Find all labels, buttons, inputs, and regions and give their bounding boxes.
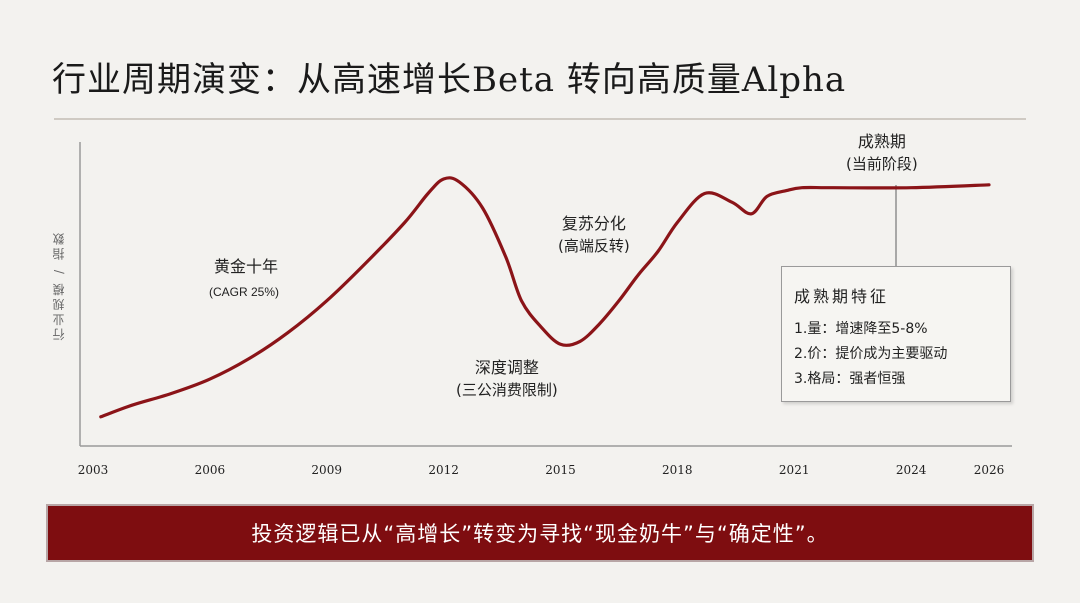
annotation-deep-adjustment: 深度调整 (三公消费限制) — [456, 357, 558, 401]
x-tick-label-2021: 2021 — [779, 463, 810, 477]
x-tick-label-2026: 2026 — [974, 463, 1005, 477]
page-title: 行业周期演变：从高速增长Beta 转向高质量Alpha — [52, 60, 847, 100]
x-tick-label-2012: 2012 — [428, 463, 459, 477]
x-tick-label-2015: 2015 — [545, 463, 576, 477]
annotation-mature-title: 成熟期 — [857, 132, 906, 151]
conclusion-banner: 投资逻辑已从“高增长”转变为寻找“现金奶牛”与“确定性”。 — [46, 504, 1034, 562]
x-tick-label-2009: 2009 — [311, 463, 342, 477]
annotation-recovery: 复苏分化 (高端反转) — [558, 213, 630, 257]
x-tick-label-2024: 2024 — [896, 463, 927, 477]
feature-item-volume: 1.量：增速降至5-8% — [794, 321, 928, 337]
annotation-mature: 成熟期 (当前阶段) — [846, 131, 918, 175]
annotation-deep-adjustment-note: (三公消费限制) — [456, 381, 558, 399]
feature-item-structure: 3.格局：强者恒强 — [794, 371, 906, 387]
title-divider — [54, 118, 1026, 120]
annotation-golden-decade-cagr: (CAGR 25%) — [209, 285, 280, 299]
x-tick-labels: 2003 2006 2009 2012 2015 2018 2021 2024 2026 — [78, 463, 1005, 477]
series-line — [99, 176, 991, 419]
x-tick-label-2018: 2018 — [662, 463, 693, 477]
feature-item-price: 2.价：提价成为主要驱动 — [794, 346, 948, 362]
annotation-recovery-note: (高端反转) — [558, 237, 630, 255]
mature-features-box: 成熟期特征 1.量：增速降至5-8% 2.价：提价成为主要驱动 3.格局：强者恒… — [781, 266, 1011, 402]
annotation-recovery-title: 复苏分化 — [561, 214, 626, 233]
annotation-mature-note: (当前阶段) — [846, 155, 918, 173]
annotation-golden-decade-title: 黄金十年 — [214, 257, 279, 276]
annotation-golden-decade: 黄金十年 — [214, 256, 278, 278]
features-title: 成熟期特征 — [794, 287, 890, 306]
x-tick-label-2006: 2006 — [195, 463, 226, 477]
annotation-deep-adjustment-title: 深度调整 — [474, 358, 539, 377]
x-tick-label-2003: 2003 — [78, 463, 109, 477]
